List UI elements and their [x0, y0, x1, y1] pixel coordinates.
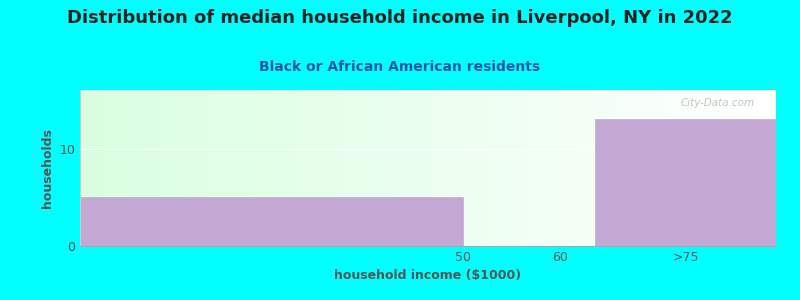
Text: City-Data.com: City-Data.com	[681, 98, 755, 108]
Bar	[80, 197, 462, 246]
Y-axis label: households: households	[41, 128, 54, 208]
X-axis label: household income ($1000): household income ($1000)	[334, 269, 522, 282]
Bar	[595, 119, 776, 246]
Text: Black or African American residents: Black or African American residents	[259, 60, 541, 74]
Text: Distribution of median household income in Liverpool, NY in 2022: Distribution of median household income …	[67, 9, 733, 27]
